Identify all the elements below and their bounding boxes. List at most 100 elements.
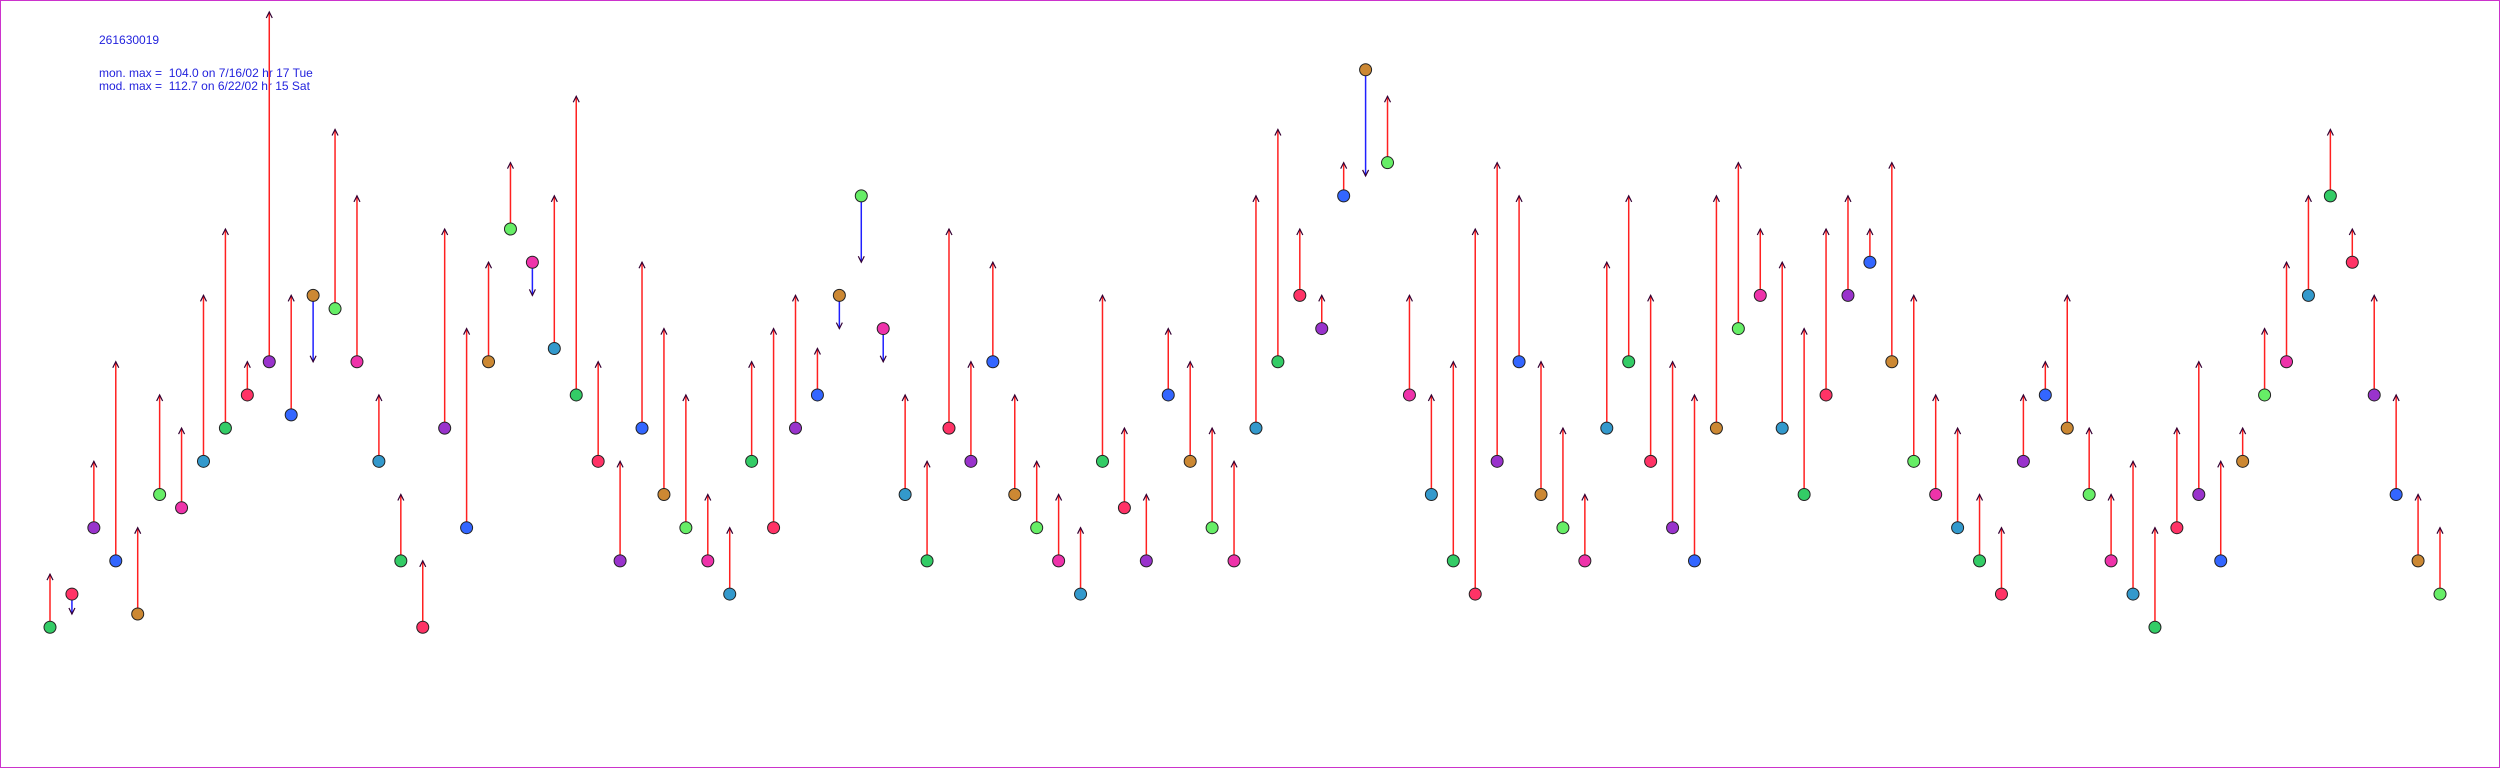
monitor-point: [1008, 488, 1022, 502]
monitor-point: [1973, 554, 1987, 568]
model-tip: [813, 347, 821, 355]
monitor-point: [2060, 421, 2074, 435]
model-tip: [528, 289, 536, 297]
model-tip: [441, 227, 449, 236]
model-tip: [1033, 459, 1041, 468]
model-tip: [2173, 426, 2181, 435]
model-tip: [638, 260, 646, 269]
model-tip: [287, 294, 295, 302]
model-tip: [1800, 327, 1808, 335]
monitor-point: [1161, 388, 1175, 402]
monitor-point: [1622, 355, 1636, 369]
monitor-point: [701, 554, 715, 568]
model-tip: [1515, 194, 1523, 203]
monitor-point: [350, 355, 364, 369]
model-tip: [1077, 526, 1085, 534]
monitor-point: [2016, 454, 2030, 468]
model-tip: [1712, 194, 1720, 203]
monitor-point: [2280, 355, 2294, 369]
monitor-point: [1205, 521, 1219, 535]
monitor-point: [240, 388, 254, 402]
monitor-point: [2038, 388, 2052, 402]
model-tip: [1647, 294, 1655, 302]
model-tip: [835, 322, 843, 330]
monitor-point: [591, 454, 605, 468]
monitor-point: [1381, 156, 1395, 170]
monitor-point: [1644, 454, 1658, 468]
model-tip: [572, 94, 580, 103]
monitor-point: [723, 587, 737, 601]
monitor-point: [2104, 554, 2118, 568]
monitor-point: [87, 521, 101, 535]
monitor-point: [1424, 488, 1438, 502]
model-tip: [397, 493, 405, 501]
model-tip: [1822, 227, 1830, 236]
model-tip: [1252, 194, 1260, 203]
model-tip: [1120, 426, 1128, 435]
monitor-point: [1907, 454, 1921, 468]
model-tip: [1625, 194, 1633, 203]
model-tip: [2195, 360, 2203, 369]
model-tip: [484, 260, 493, 269]
model-tip: [265, 10, 273, 19]
model-tip: [1208, 426, 1216, 435]
monitor-point: [2192, 488, 2206, 502]
model-tip: [1427, 393, 1435, 402]
model-tip: [1603, 260, 1611, 269]
monitor-point: [1841, 288, 1855, 302]
model-tip: [1142, 493, 1150, 501]
monitor-point: [416, 620, 430, 634]
monitor-point: [1468, 587, 1482, 601]
monitor-point: [460, 521, 474, 535]
model-tip: [2129, 459, 2137, 468]
monitor-point: [1030, 521, 1044, 535]
model-tip: [1734, 161, 1742, 169]
model-tip: [1230, 459, 1238, 468]
monitor-point: [854, 189, 868, 203]
monitor-point: [284, 408, 298, 422]
annotation: mod. max = 112.7 on 6/22/02 hr 15 Sat: [99, 79, 311, 93]
monitor-point: [1315, 322, 1329, 336]
monitor-point: [1775, 421, 1789, 435]
model-tip: [2151, 526, 2159, 534]
model-tip: [1449, 360, 1457, 369]
monitor-point: [1819, 388, 1833, 402]
monitor-point: [920, 554, 934, 568]
monitor-point: [1687, 554, 1701, 568]
monitor-point: [2301, 288, 2315, 302]
monitor-point: [547, 342, 561, 356]
model-tip: [2392, 393, 2400, 402]
model-tip: [46, 572, 54, 581]
model-tip: [2261, 327, 2269, 335]
monitor-point: [131, 607, 145, 621]
monitor-point: [153, 488, 167, 502]
monitor-point: [482, 355, 496, 369]
model-tip: [309, 355, 317, 364]
monitor-point: [1951, 521, 1965, 535]
model-tip: [682, 393, 690, 402]
monitor-point: [1534, 488, 1548, 502]
monitor-point: [1446, 554, 1460, 568]
model-tip: [2217, 459, 2225, 468]
monitor-point: [635, 421, 649, 435]
model-tip: [2414, 493, 2422, 501]
model-tip: [550, 194, 558, 203]
monitor-point: [2148, 620, 2162, 634]
model-tip: [1932, 393, 1940, 402]
monitor-point: [1183, 454, 1197, 468]
monitor-point: [394, 554, 408, 568]
model-tip: [1559, 426, 1567, 435]
model-tip: [1098, 294, 1107, 302]
monitor-point: [1271, 355, 1285, 369]
model-tip: [2041, 360, 2049, 369]
monitor-point: [2170, 521, 2184, 535]
model-tip: [1164, 327, 1172, 335]
model-tip: [2063, 294, 2071, 302]
model-tip: [791, 294, 800, 302]
monitor-point: [2214, 554, 2228, 568]
model-tip: [923, 459, 931, 468]
model-tip: [2326, 128, 2334, 136]
monitor-point: [2411, 554, 2425, 568]
model-tip: [967, 360, 975, 369]
